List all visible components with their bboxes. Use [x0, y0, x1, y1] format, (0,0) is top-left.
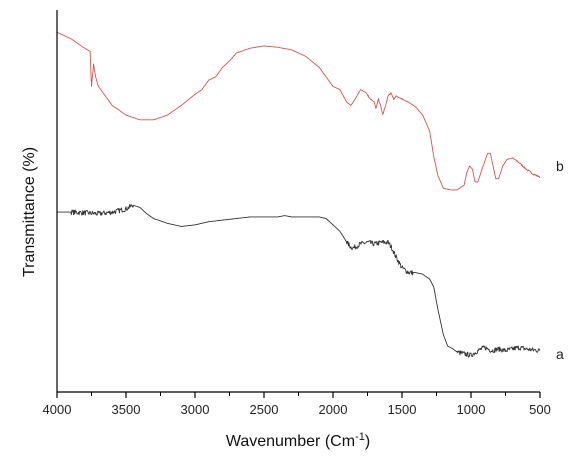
x-tick-label-2000: 2000: [319, 402, 348, 417]
series-b-line: [56, 31, 541, 191]
curve-label-a: a: [556, 346, 564, 362]
x-tick-label-500: 500: [529, 402, 551, 417]
x-tick-label-1000: 1000: [457, 402, 486, 417]
x-tick-label-2500: 2500: [250, 402, 279, 417]
x-tick-label-4000: 4000: [43, 402, 72, 417]
x-tick-label-1500: 1500: [388, 402, 417, 417]
series-a-line: [57, 203, 541, 358]
x-tick-label-3500: 3500: [112, 402, 141, 417]
x-tick-label-3000: 3000: [181, 402, 210, 417]
y-axis-title: Transmittance (%): [21, 147, 38, 277]
x-axis: 4000 3500 3000 2500 2000 1500 1000 500: [43, 10, 551, 417]
curve-label-b: b: [556, 158, 564, 174]
plot-area: ba: [56, 31, 564, 362]
x-axis-title: Wavenumber (Cm-1): [226, 431, 370, 450]
